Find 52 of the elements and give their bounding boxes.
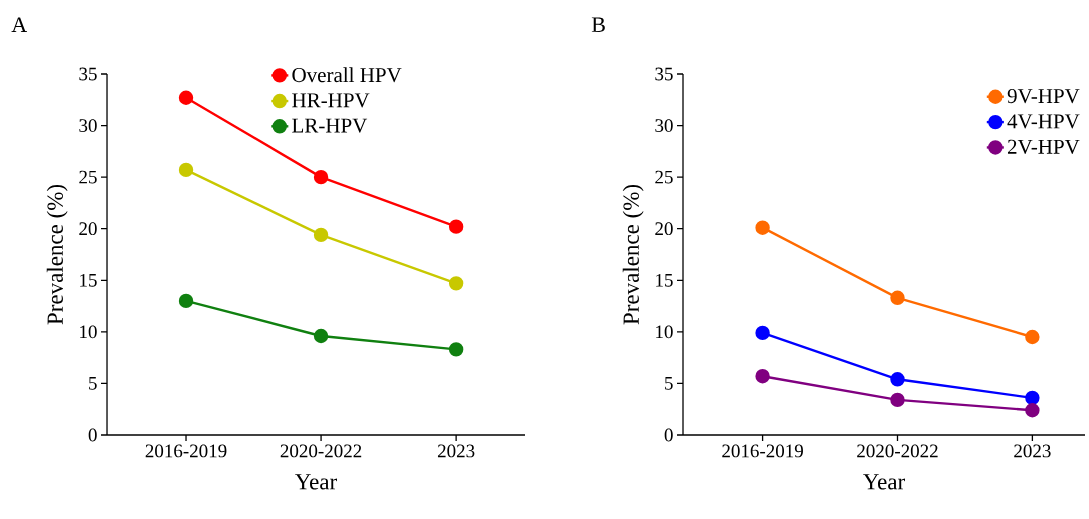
x-tick-label: 2020-2022 [280,444,362,458]
legend-label: 4V-HPV [1007,114,1080,129]
y-tick-label: 10 [656,325,673,339]
x-tick-label: 2020-2022 [857,444,938,458]
y-tick-label: 10 [80,325,97,339]
x-tick-label: 2023 [1014,444,1051,458]
x-tick-label: 2016-2019 [145,444,227,458]
legend-label: Overall HPV [292,67,402,83]
x-tick-label: 2023 [437,444,475,458]
point [890,290,905,306]
y-axis-title: Prevalence (%) [46,184,68,325]
point [178,90,194,105]
point [755,325,770,341]
y-tick-label: 15 [656,273,673,287]
y-tick-label: 5 [89,377,97,390]
y-tick-label: 25 [655,170,673,184]
y-tick-label: 35 [655,67,673,81]
point [178,162,194,178]
point [178,293,194,309]
point [755,220,770,235]
y-tick-label: 0 [88,428,97,442]
point [313,169,329,185]
legend-label: 2V-HPV [1007,139,1080,154]
chart-title: B [591,17,605,32]
y-axis-title: Prevalence (%) [622,184,644,325]
y-tick-label: 20 [655,222,673,236]
x-axis-title: Year [863,474,905,490]
point [755,369,770,384]
y-tick-label: 5 [665,377,673,390]
point [1025,390,1040,406]
point [448,342,464,357]
x-tick-label: 2016-2019 [722,444,803,458]
point [448,276,464,291]
point [890,392,905,408]
point [313,227,329,243]
y-tick-label: 25 [79,170,97,184]
y-tick-label: 15 [80,273,97,287]
point [448,219,464,234]
point [890,372,905,387]
point [313,328,329,344]
y-tick-label: 30 [655,119,673,132]
y-tick-label: 35 [79,67,97,81]
point [1025,403,1040,418]
legend-label: 9V-HPV [1007,89,1080,104]
legend-label: HR-HPV [292,93,370,108]
y-tick-label: 0 [664,428,673,442]
x-axis-title: Year [295,474,338,490]
legend-label: LR-HPV [292,118,368,133]
y-tick-label: 30 [79,119,97,132]
chart-title: A [11,17,28,32]
y-tick-label: 20 [79,222,97,236]
point [1025,329,1040,345]
